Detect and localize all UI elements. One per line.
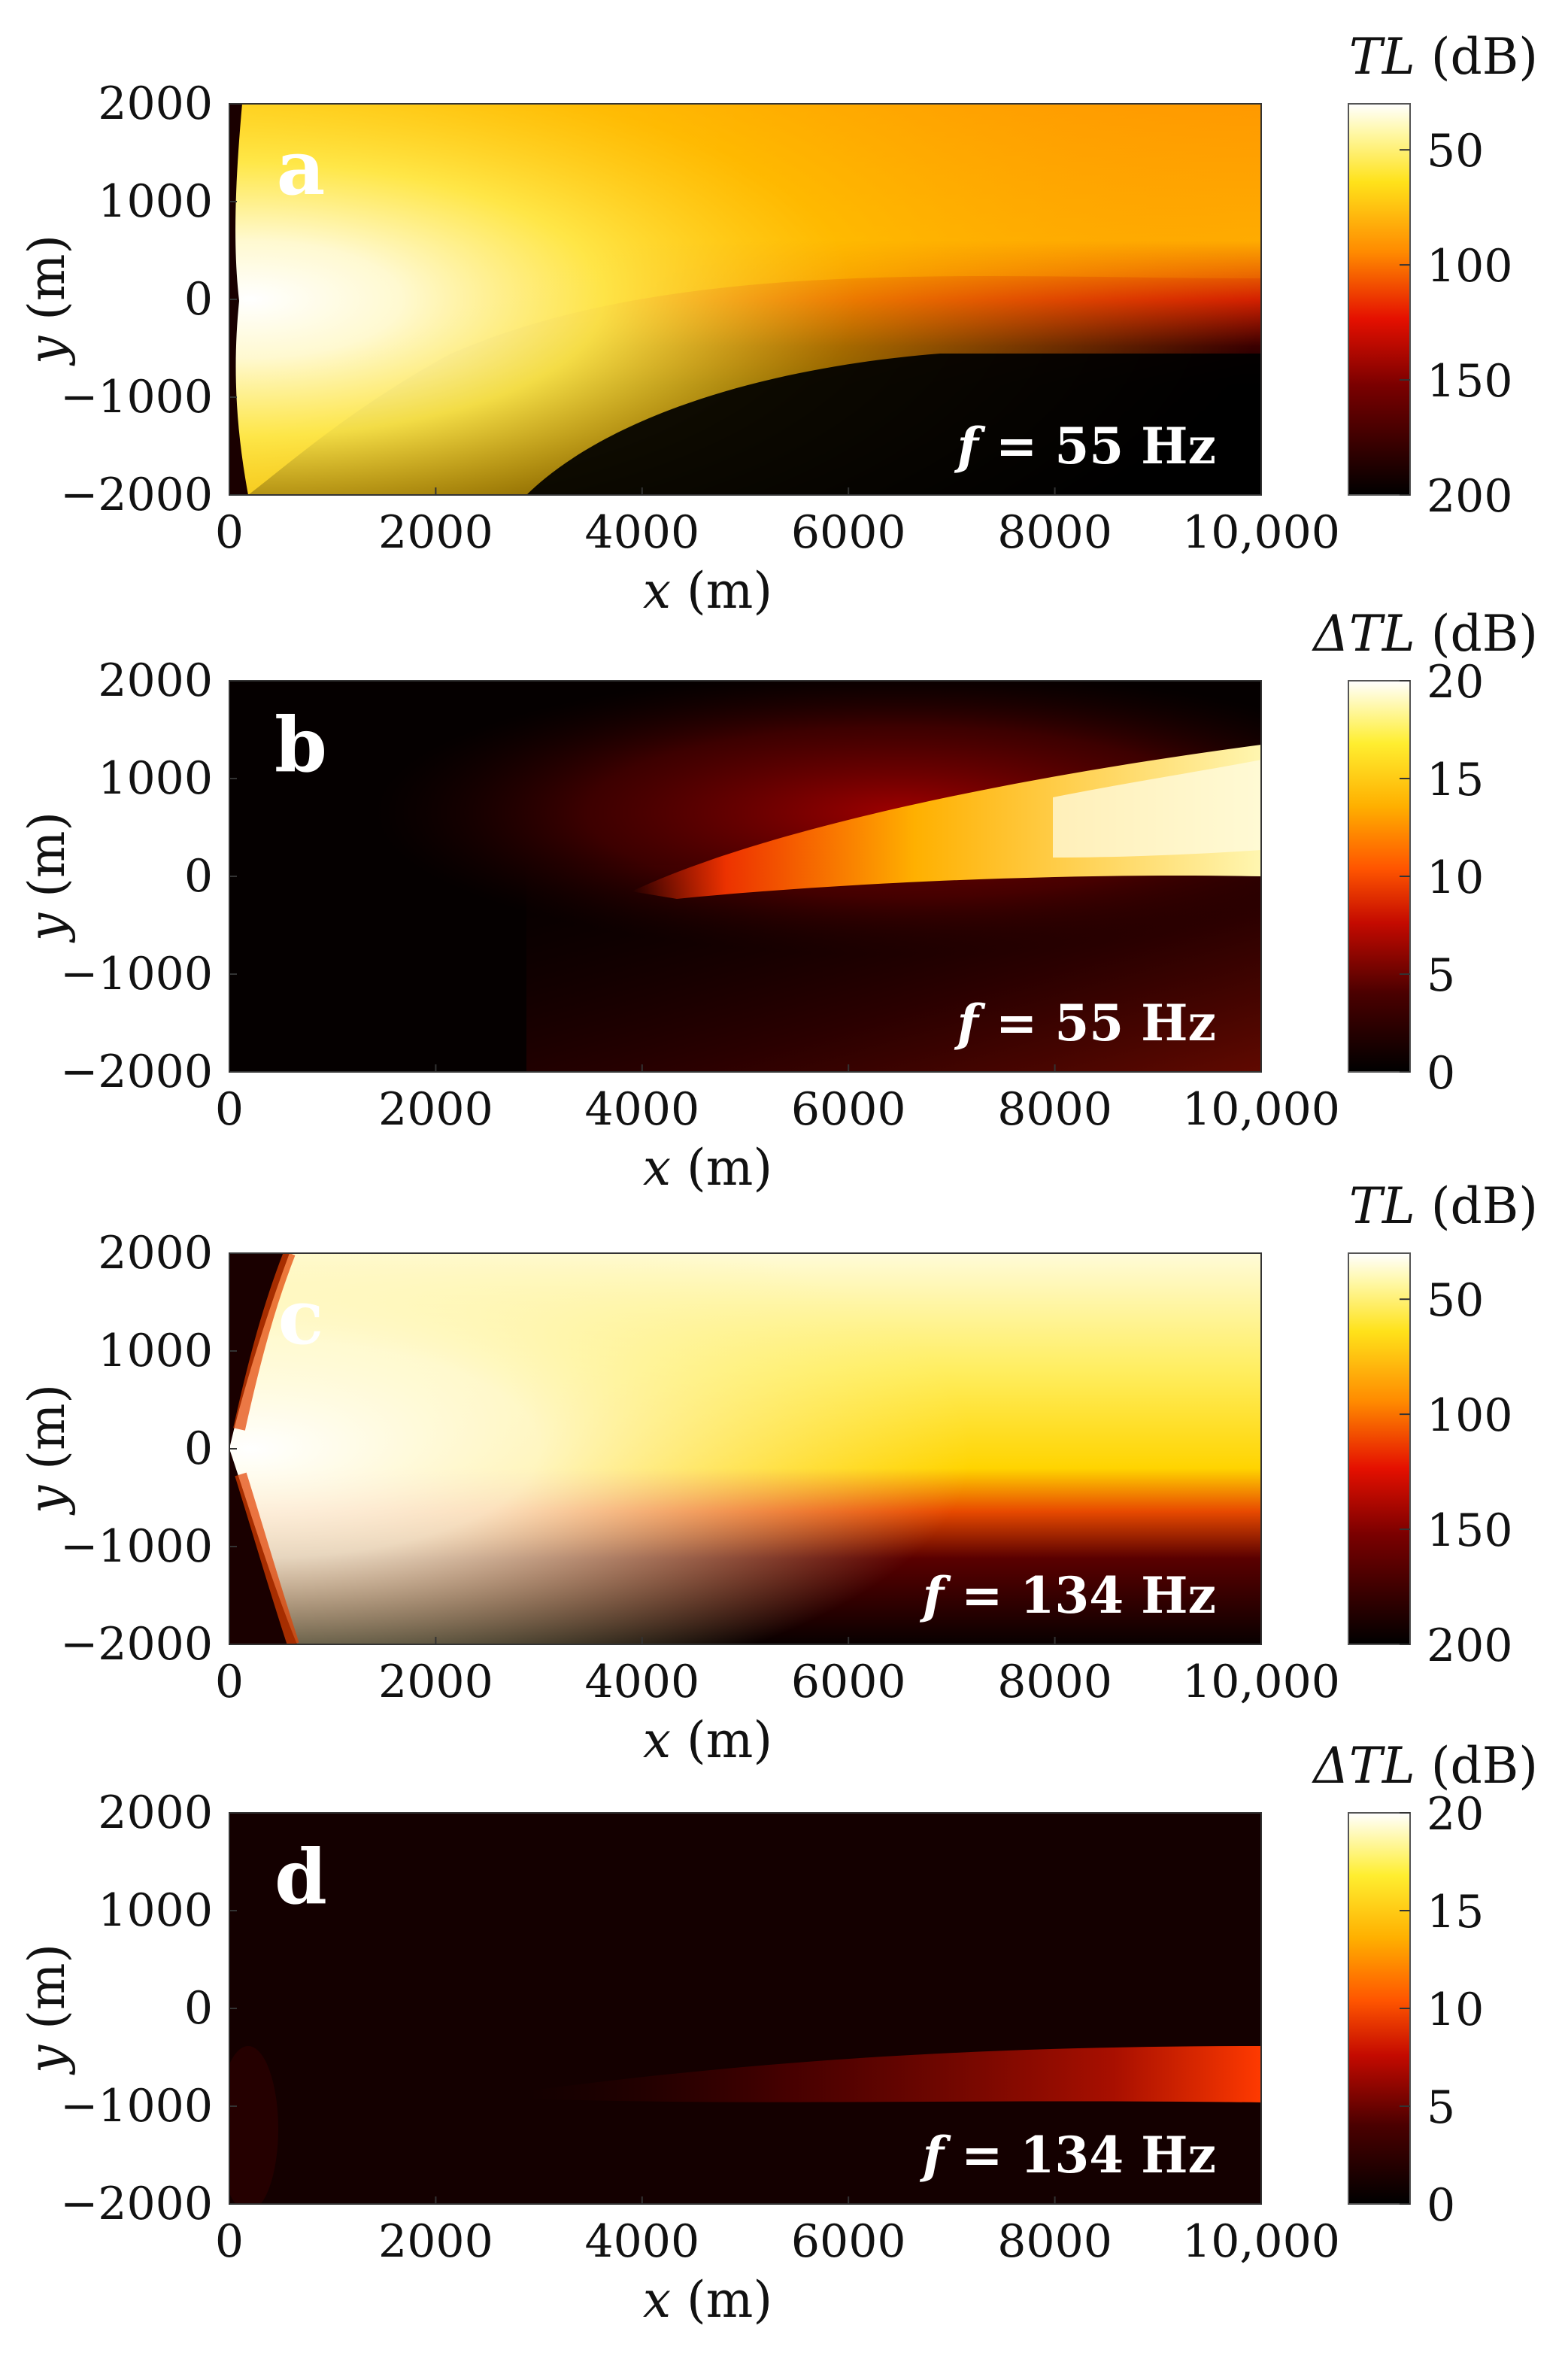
x-tick-label: 8000 — [997, 1083, 1112, 1136]
colorbar-tick-label: 10 — [1427, 852, 1484, 904]
x-tick-label: 10,000 — [1182, 1083, 1340, 1136]
x-axis-label: x (m) — [643, 2271, 772, 2329]
x-tick-label: 6000 — [791, 506, 906, 559]
y-tick-label: 1000 — [98, 1325, 213, 1377]
x-tick-label: 0 — [215, 2215, 244, 2268]
colorbar-tick-label: 200 — [1427, 470, 1513, 523]
x-tick-label: 8000 — [997, 2215, 1112, 2268]
panel-d: 0 2000 4000 6000 8000 10,000 2000 1000 0 −1000 −20… — [18, 1737, 1538, 2329]
colorbar-tick-label: 100 — [1427, 1389, 1513, 1442]
colorbar-tick-label: 50 — [1427, 125, 1484, 178]
y-tick-label: 2000 — [98, 1227, 213, 1280]
panel-a: 0 2000 4000 6000 8000 10,000 2000 1000 0 −1000 −20… — [18, 28, 1538, 620]
x-tick-label: 2000 — [378, 1656, 493, 1708]
x-axis-label: x (m) — [643, 1139, 772, 1197]
colorbar-tick-label: 150 — [1427, 1504, 1513, 1557]
y-tick-label: 0 — [184, 850, 213, 903]
colorbar-tick-label: 20 — [1427, 1788, 1484, 1841]
heatmap-field-c — [229, 1253, 1261, 1644]
colorbar-title: ΔTL (dB) — [1311, 1737, 1538, 1795]
x-tick-label: 6000 — [791, 1656, 906, 1708]
colorbar-tick-label: 200 — [1427, 1620, 1513, 1672]
y-tick-label: −1000 — [60, 2080, 213, 2133]
y-tick-label: 0 — [184, 273, 213, 326]
colorbar-tick-label: 15 — [1427, 1886, 1484, 1938]
colorbar-c — [1348, 1252, 1411, 1645]
colorbar-tick-label: 100 — [1427, 240, 1513, 293]
y-tick-label: 1000 — [98, 752, 213, 805]
heatmap-field-d — [229, 1813, 1261, 2204]
y-tick-label: −2000 — [60, 1046, 213, 1098]
x-tick-label: 0 — [215, 506, 244, 559]
colorbar-tick-label: 10 — [1427, 1984, 1484, 2036]
panel-letter: b — [274, 700, 327, 789]
y-axis-label: y (m) — [18, 235, 76, 366]
y-tick-label: −2000 — [60, 1618, 213, 1671]
x-tick-label: 2000 — [378, 2215, 493, 2268]
colorbar-tick-label: 0 — [1427, 1047, 1455, 1100]
y-axis-label: y (m) — [18, 1944, 76, 2075]
x-tick-label: 8000 — [997, 506, 1112, 559]
x-tick-label: 10,000 — [1182, 1656, 1340, 1708]
colorbar-tick-label: 150 — [1427, 355, 1513, 408]
panel-b: 0 2000 4000 6000 8000 10,000 2000 1000 0 −1000 −20… — [18, 605, 1538, 1197]
x-tick-label: 4000 — [584, 2215, 699, 2268]
axes-layer: 0 2000 4000 6000 8000 10,000200010000−1000−20… — [18, 28, 1538, 2329]
x-axis-label: x (m) — [643, 562, 772, 620]
frequency-label: f = 134 Hz — [920, 1566, 1216, 1625]
x-tick-label: 4000 — [584, 1656, 699, 1708]
x-tick-label: 6000 — [791, 2215, 906, 2268]
colorbar-tick-label: 20 — [1427, 656, 1484, 709]
colorbar-title: ΔTL (dB) — [1311, 605, 1538, 663]
y-tick-label: −1000 — [60, 1520, 213, 1573]
heatmap-field-b — [229, 681, 1261, 1072]
y-tick-label: −2000 — [60, 2178, 213, 2230]
colorbar-title: TL (dB) — [1349, 1177, 1538, 1235]
colorbar-title: TL (dB) — [1349, 28, 1538, 86]
panel-c: 0 2000 4000 6000 8000 10,000 2000 1000 0 −1000 −20… — [18, 1177, 1538, 1769]
y-axis-label: y (m) — [18, 812, 76, 943]
y-tick-label: 1000 — [98, 1884, 213, 1937]
x-tick-label: 8000 — [997, 1656, 1112, 1708]
x-tick-label: 10,000 — [1182, 506, 1340, 559]
y-tick-label: 0 — [184, 1982, 213, 2035]
x-tick-label: 4000 — [584, 1083, 699, 1136]
y-tick-label: 1000 — [98, 175, 213, 228]
x-tick-label: 10,000 — [1182, 2215, 1340, 2268]
frequency-label: f = 134 Hz — [920, 2126, 1216, 2184]
frequency-label: f = 55 Hz — [954, 994, 1216, 1052]
colorbar-a — [1348, 103, 1411, 496]
y-tick-label: −2000 — [60, 469, 213, 521]
y-axis-label: y (m) — [18, 1384, 76, 1516]
x-axis-label: x (m) — [643, 1711, 772, 1769]
heatmap-field-a — [229, 104, 1261, 495]
panel-letter: d — [274, 1832, 327, 1921]
y-tick-label: −1000 — [60, 948, 213, 1000]
frequency-label: f = 55 Hz — [954, 417, 1216, 475]
x-tick-label: 0 — [215, 1656, 244, 1708]
colorbar-tick-label: 5 — [1427, 2081, 1455, 2134]
y-tick-label: 2000 — [98, 77, 213, 130]
y-tick-label: −1000 — [60, 371, 213, 423]
panel-letter: c — [278, 1273, 324, 1362]
colorbar-tick-label: 15 — [1427, 754, 1484, 806]
x-tick-label: 2000 — [378, 1083, 493, 1136]
panel-letter: a — [277, 123, 326, 212]
y-tick-label: 2000 — [98, 654, 213, 707]
y-tick-label: 2000 — [98, 1787, 213, 1839]
colorbar-tick-label: 5 — [1427, 949, 1455, 1002]
x-tick-label: 6000 — [791, 1083, 906, 1136]
colorbar-tick-label: 0 — [1427, 2179, 1455, 2232]
x-tick-label: 2000 — [378, 506, 493, 559]
colorbar-tick-label: 50 — [1427, 1274, 1484, 1327]
x-tick-label: 4000 — [584, 506, 699, 559]
y-tick-label: 0 — [184, 1422, 213, 1475]
x-tick-label: 0 — [215, 1083, 244, 1136]
